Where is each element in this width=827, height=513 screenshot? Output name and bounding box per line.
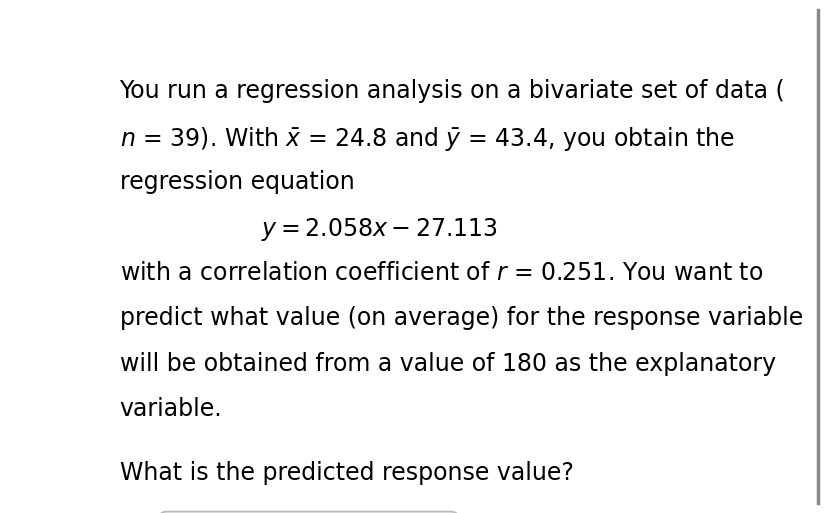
FancyBboxPatch shape <box>160 511 457 513</box>
Text: regression equation: regression equation <box>119 170 354 194</box>
Text: predict what value (on average) for the response variable: predict what value (on average) for the … <box>119 306 802 330</box>
Text: You run a regression analysis on a bivariate set of data (: You run a regression analysis on a bivar… <box>119 80 784 103</box>
Text: $n$ = 39). With $\bar{x}$ = 24.8 and $\bar{y}$ = 43.4, you obtain the: $n$ = 39). With $\bar{x}$ = 24.8 and $\b… <box>119 125 734 153</box>
Text: What is the predicted response value?: What is the predicted response value? <box>119 461 573 485</box>
Text: variable.: variable. <box>119 397 222 421</box>
Text: will be obtained from a value of 180 as the explanatory: will be obtained from a value of 180 as … <box>119 352 775 376</box>
Text: with a correlation coefficient of $r$ = 0.251. You want to: with a correlation coefficient of $r$ = … <box>119 261 762 285</box>
Text: $y = 2.058x - 27.113$: $y = 2.058x - 27.113$ <box>261 215 497 243</box>
